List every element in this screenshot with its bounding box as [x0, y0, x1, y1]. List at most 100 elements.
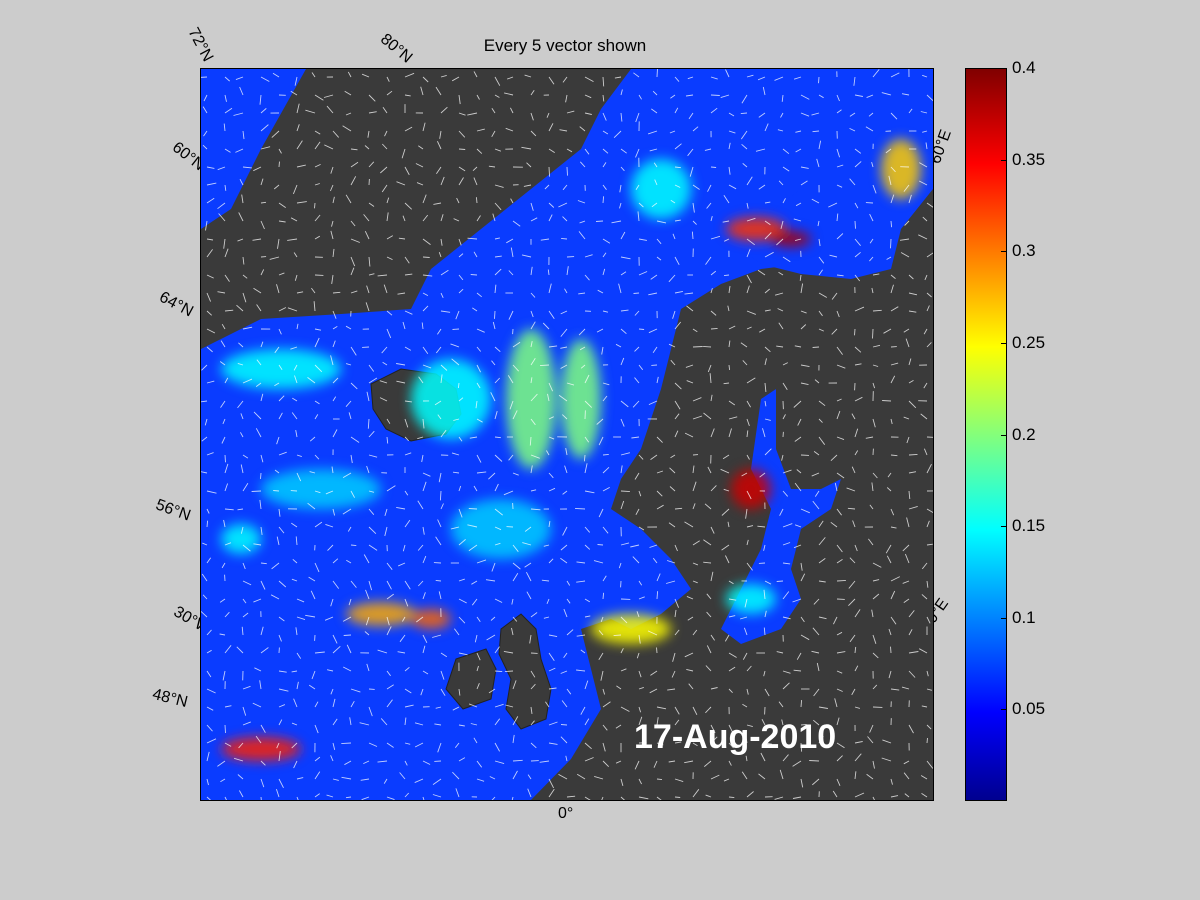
current-vector: [703, 539, 712, 546]
current-vector: [908, 274, 914, 280]
current-vector: [692, 706, 698, 716]
current-vector: [869, 238, 874, 244]
current-vector: [308, 576, 316, 582]
current-vector: [491, 562, 496, 572]
current-vector: [255, 735, 262, 744]
current-vector: [260, 269, 265, 276]
current-vector: [799, 274, 802, 281]
current-vector: [469, 436, 478, 439]
current-vector: [526, 571, 532, 582]
current-vector: [383, 284, 388, 294]
current-vector: [202, 144, 208, 150]
current-vector: [251, 490, 262, 492]
current-hotspot: [261, 469, 381, 509]
current-vector: [653, 162, 658, 168]
current-vector: [494, 377, 501, 384]
current-vector: [691, 231, 694, 240]
current-vector: [240, 432, 244, 438]
current-vector: [332, 634, 338, 644]
current-vector: [256, 359, 262, 366]
current-vector: [728, 652, 737, 658]
current-vector: [903, 328, 910, 333]
current-vector: [414, 742, 424, 748]
current-vector: [329, 184, 334, 192]
current-vector: [656, 436, 663, 443]
current-vector: [458, 177, 464, 186]
current-vector: [305, 109, 316, 114]
current-vector: [710, 774, 720, 780]
current-vector: [560, 736, 568, 744]
current-vector: [926, 580, 929, 588]
current-vector: [384, 130, 388, 137]
current-vector: [458, 94, 461, 105]
current-vector: [368, 256, 371, 267]
current-vector: [620, 418, 625, 427]
current-vector: [377, 649, 388, 654]
current-vector: [494, 148, 502, 152]
current-vector: [494, 542, 501, 546]
current-vector: [834, 482, 838, 492]
current-vector: [386, 626, 392, 636]
current-vector: [332, 429, 338, 438]
current-vector: [800, 634, 810, 641]
current-vector: [890, 274, 896, 279]
current-vector: [865, 436, 874, 439]
current-vector: [206, 292, 212, 302]
current-vector: [548, 687, 557, 690]
current-vector: [296, 616, 306, 621]
current-vector: [759, 472, 766, 478]
current-vector: [436, 166, 442, 174]
current-vector: [908, 358, 912, 366]
current-vector: [781, 719, 784, 726]
current-vector: [779, 769, 784, 780]
current-vector: [530, 310, 534, 318]
current-vector: [224, 248, 229, 258]
current-vector: [886, 555, 892, 564]
current-vector: [548, 778, 554, 789]
current-vector: [237, 400, 244, 409]
current-vector: [218, 213, 226, 222]
current-vector: [331, 274, 334, 284]
current-vector: [630, 544, 640, 548]
current-vector: [468, 544, 478, 552]
current-vector: [728, 325, 736, 330]
current-vector: [504, 670, 514, 673]
current-vector: [728, 598, 737, 601]
current-vector: [908, 400, 917, 409]
current-vector: [350, 148, 358, 151]
current-vector: [399, 634, 406, 643]
current-vector: [741, 472, 748, 477]
current-vector: [890, 688, 900, 691]
current-vector: [420, 688, 424, 696]
current-vector: [668, 274, 676, 283]
current-vector: [818, 400, 826, 407]
current-vector: [692, 465, 695, 474]
current-vector: [620, 796, 626, 800]
current-vector: [296, 652, 302, 659]
current-vector: [926, 670, 929, 677]
current-vector: [836, 436, 845, 441]
current-vector: [361, 796, 370, 800]
current-vector: [566, 688, 572, 695]
current-vector: [774, 292, 784, 296]
current-vector: [634, 472, 640, 480]
current-vector: [849, 127, 856, 132]
current-vector: [764, 309, 771, 312]
current-vector: [651, 202, 658, 208]
current-vector: [656, 591, 659, 600]
current-vector: [220, 778, 226, 783]
current-vector: [746, 377, 756, 384]
current-vector: [872, 652, 879, 659]
current-vector: [350, 688, 361, 693]
current-vector: [224, 454, 226, 463]
current-vector: [404, 310, 413, 315]
current-vector: [530, 489, 537, 492]
current-vector: [872, 634, 877, 644]
current-vector: [890, 795, 899, 798]
current-vector: [368, 508, 375, 515]
current-hotspot: [631, 159, 691, 219]
current-vector: [746, 217, 756, 222]
current-vector: [638, 634, 641, 644]
current-vector: [350, 346, 357, 356]
current-vector: [813, 451, 820, 456]
